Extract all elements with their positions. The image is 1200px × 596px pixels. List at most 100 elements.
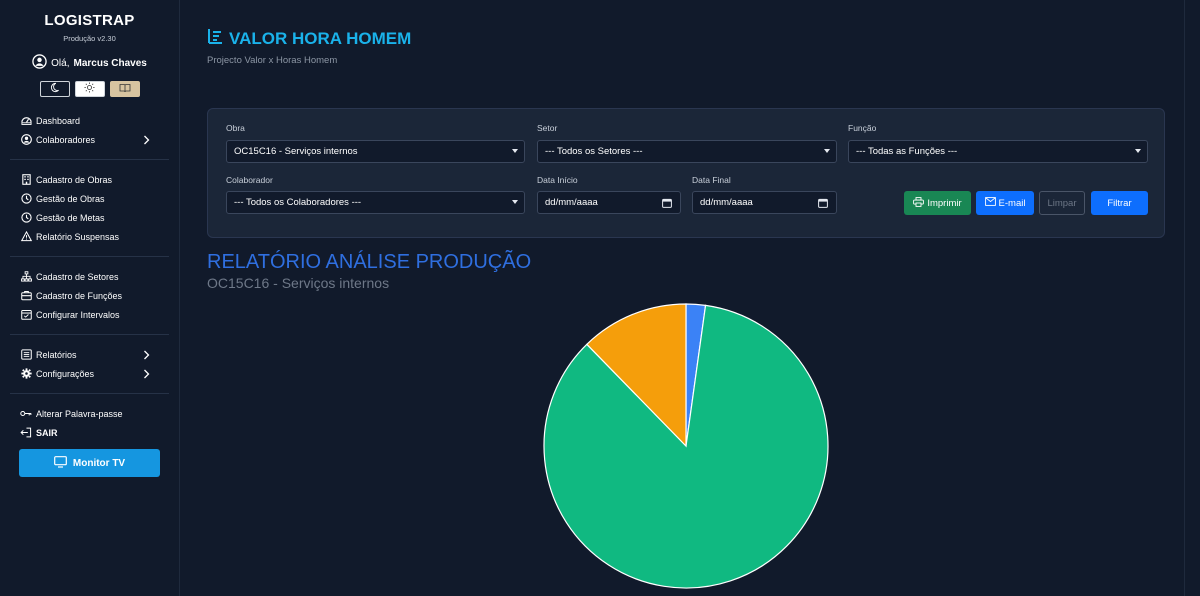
chevron-down-icon: [512, 149, 518, 153]
nav-divider: [10, 334, 169, 335]
user-circle-icon: [32, 54, 47, 72]
chevron-right-icon: [143, 369, 151, 379]
sidebar-item-cadastro-de-setores[interactable]: Cadastro de Setores: [0, 267, 179, 286]
chevron-right-icon: [143, 135, 151, 145]
briefcase-icon: [20, 290, 32, 302]
light-theme-button[interactable]: [74, 81, 105, 97]
report-title: RELATÓRIO ANÁLISE PRODUÇÃO: [207, 251, 532, 273]
main-content: VALOR HORA HOMEM Projecto Valor x Horas …: [181, 0, 1184, 596]
sidebar-item-relatorio-suspensas[interactable]: Relatório Suspensas: [0, 227, 179, 246]
sidebar-item-configurar-intervalos[interactable]: Configurar Intervalos: [0, 305, 179, 324]
vertical-scrollbar[interactable]: [1184, 0, 1200, 596]
user-greeting: Olá, Marcus Chaves: [0, 54, 179, 72]
nav-divider: [10, 256, 169, 257]
sidebar-item-label: Cadastro de Funções: [36, 290, 123, 301]
clear-button[interactable]: Limpar: [1039, 191, 1085, 215]
sidebar-item-gestao-de-obras[interactable]: Gestão de Obras: [0, 189, 179, 208]
sidebar-item-colaboradores[interactable]: Colaboradores: [0, 130, 179, 149]
sidebar-item-label: Gestão de Metas: [36, 212, 105, 223]
sidebar-nav: Dashboard Colaboradores Cadastro de Obras G…: [0, 111, 179, 442]
pie-slice-2[interactable]: [586, 303, 687, 448]
sidebar-item-label: Relatório Suspensas: [36, 231, 120, 242]
list-tree-icon: [206, 27, 224, 50]
chevron-down-icon: [1135, 149, 1141, 153]
sidebar-item-sair[interactable]: SAIR: [0, 423, 179, 442]
obra-select-value: OC15C16 - Serviços internos: [234, 146, 358, 157]
funcao-select-value: --- Todas as Funções ---: [856, 146, 958, 157]
sidebar-item-alterar-palavra-passe[interactable]: Alterar Palavra-passe: [0, 404, 179, 423]
obra-select[interactable]: OC15C16 - Serviços internos: [226, 140, 525, 163]
building-icon: [20, 174, 32, 186]
sitemap-icon: [20, 271, 32, 283]
monitor-tv-button[interactable]: Monitor TV: [19, 449, 160, 477]
sidebar-item-label: Gestão de Obras: [36, 193, 105, 204]
user-name: Marcus Chaves: [73, 57, 147, 69]
monitor-tv-label: Monitor TV: [72, 457, 126, 469]
page-title-text: VALOR HORA HOMEM: [229, 28, 412, 48]
obra-label: Obra: [226, 123, 245, 133]
calendar-icon[interactable]: [662, 198, 672, 211]
logout-icon: [20, 427, 32, 439]
data-final-input[interactable]: dd/mm/aaaa: [692, 191, 837, 214]
book-icon: [119, 80, 131, 98]
data-final-value: dd/mm/aaaa: [700, 197, 753, 208]
calendar-icon[interactable]: [818, 198, 828, 211]
envelope-icon: [984, 197, 996, 209]
setor-select-value: --- Todos os Setores ---: [545, 146, 643, 157]
sidebar-item-cadastro-de-obras[interactable]: Cadastro de Obras: [0, 170, 179, 189]
setor-label: Setor: [537, 123, 558, 133]
warning-icon: [20, 231, 32, 243]
sidebar-item-label: SAIR: [36, 427, 58, 438]
sidebar-item-label: Cadastro de Setores: [36, 271, 119, 282]
gear-icon: [20, 368, 32, 380]
filter-panel: Obra OC15C16 - Serviços internos Setor -…: [207, 108, 1165, 238]
data-inicio-input[interactable]: dd/mm/aaaa: [537, 191, 681, 214]
sidebar-item-label: Configurar Intervalos: [36, 309, 120, 320]
sepia-theme-button[interactable]: [109, 80, 140, 98]
sidebar-item-configuracoes[interactable]: Configurações: [0, 364, 179, 383]
sidebar-item-label: Colaboradores: [36, 134, 96, 145]
brand: LOGISTRAP Produção v2.30: [0, 0, 179, 43]
nav-divider: [10, 393, 169, 394]
funcao-label: Função: [848, 123, 877, 133]
dashboard-icon: [20, 115, 32, 127]
monitor-icon: [53, 455, 67, 471]
data-final-label: Data Final: [692, 175, 731, 185]
sidebar-item-label: Dashboard: [36, 115, 81, 126]
page-subtitle: Projecto Valor x Horas Homem: [207, 55, 338, 66]
colaborador-label: Colaborador: [226, 175, 273, 185]
chevron-right-icon: [143, 350, 151, 360]
print-label: Imprimir: [927, 197, 962, 209]
chevron-down-icon: [512, 200, 518, 204]
colaborador-select[interactable]: --- Todos os Colaboradores ---: [226, 191, 525, 214]
report-subtitle: OC15C16 - Serviços internos: [207, 275, 390, 291]
pie-chart: [543, 303, 829, 589]
key-icon: [20, 408, 32, 420]
data-inicio-label: Data Início: [537, 175, 578, 185]
email-label: E-mail: [998, 197, 1026, 209]
nav-divider: [10, 159, 169, 160]
theme-switcher: [0, 81, 179, 97]
moon-icon: [49, 80, 60, 98]
calendar-icon: [20, 309, 32, 321]
clock-icon: [20, 193, 32, 205]
user-circle-icon: [20, 134, 32, 146]
email-button[interactable]: E-mail: [976, 191, 1034, 215]
filter-button[interactable]: Filtrar: [1091, 191, 1148, 215]
sidebar-item-label: Cadastro de Obras: [36, 174, 113, 185]
funcao-select[interactable]: --- Todas as Funções ---: [848, 140, 1148, 163]
brand-title: LOGISTRAP: [44, 12, 135, 29]
print-button[interactable]: Imprimir: [904, 191, 971, 215]
printer-icon: [913, 196, 925, 210]
sidebar-item-dashboard[interactable]: Dashboard: [0, 111, 179, 130]
dark-theme-button[interactable]: [39, 80, 70, 98]
sidebar-item-gestao-de-metas[interactable]: Gestão de Metas: [0, 208, 179, 227]
list-icon: [20, 349, 32, 361]
sidebar-item-cadastro-de-funcoes[interactable]: Cadastro de Funções: [0, 286, 179, 305]
sidebar-item-label: Alterar Palavra-passe: [36, 408, 123, 419]
sidebar-item-label: Configurações: [36, 368, 95, 379]
data-inicio-value: dd/mm/aaaa: [545, 197, 598, 208]
sidebar-item-relatorios[interactable]: Relatórios: [0, 345, 179, 364]
sidebar: LOGISTRAP Produção v2.30 Olá, Marcus Cha…: [0, 0, 180, 596]
setor-select[interactable]: --- Todos os Setores ---: [537, 140, 837, 163]
